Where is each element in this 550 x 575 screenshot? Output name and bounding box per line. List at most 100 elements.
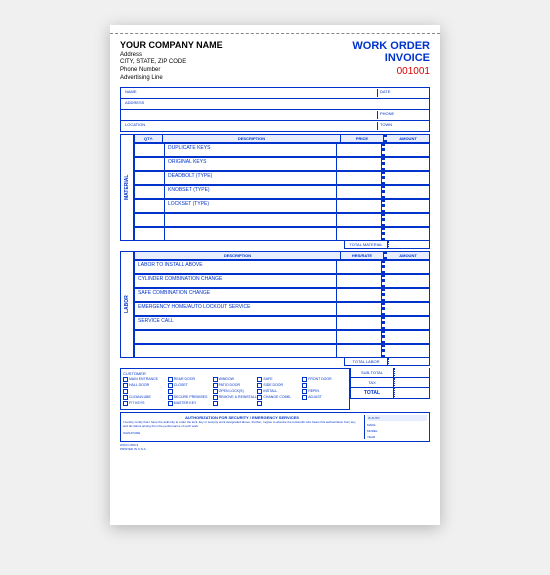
material-grid: MATERIAL QTY. DESCRIPTION PRICE AMOUNT D… <box>120 134 430 241</box>
checkbox-icon[interactable] <box>302 377 307 382</box>
printed-in: PRINTED IN U.S.A. <box>120 447 147 451</box>
labor-row[interactable]: EMERGENCY HOME/AUTO LOCKOUT SERVICE <box>134 302 430 316</box>
checkbox-item[interactable]: FRONT DOOR <box>302 377 347 382</box>
material-row[interactable]: LOCKSET (TYPE) <box>134 199 430 213</box>
labor-grid: LABOR DESCRIPTION HRS/RATE AMOUNT LABOR … <box>120 251 430 358</box>
phone-field[interactable]: PHONE <box>377 111 427 119</box>
checkbox-item[interactable]: SAFE <box>257 377 302 382</box>
checkbox-icon[interactable] <box>123 389 128 394</box>
ad-line: Advertising Line <box>120 75 223 83</box>
checkbox-icon[interactable] <box>302 395 307 400</box>
labor-row[interactable] <box>134 344 430 358</box>
order-number: 001001 <box>352 66 430 77</box>
checkbox-icon[interactable] <box>123 395 128 400</box>
total-value[interactable] <box>394 388 430 399</box>
header: YOUR COMPANY NAME Address CITY, STATE, Z… <box>120 40 430 83</box>
material-row[interactable] <box>134 213 430 227</box>
checkbox-icon[interactable] <box>213 395 218 400</box>
bottom-section: CUSTOMER MAIN ENTRANCEREAR DOORWINDOWSAF… <box>120 368 430 410</box>
checkbox-item[interactable]: WINDOW <box>213 377 258 382</box>
total-labor-label: TOTAL LABOR <box>344 358 388 366</box>
tax-value[interactable] <box>394 378 430 388</box>
checkbox-icon[interactable] <box>257 383 262 388</box>
checkbox-icon[interactable] <box>213 377 218 382</box>
checkbox-item[interactable] <box>257 401 302 406</box>
checkbox-item[interactable]: INSTALL <box>257 389 302 394</box>
checkbox-item[interactable] <box>213 401 258 406</box>
checkbox-item[interactable]: OPEN LOCK(S) <box>213 389 258 394</box>
checkbox-item[interactable]: HALL DOOR <box>123 383 168 388</box>
labor-row[interactable] <box>134 330 430 344</box>
col-desc: DESCRIPTION <box>163 134 341 143</box>
checkbox-icon[interactable] <box>302 383 307 388</box>
checkbox-item[interactable]: REAR DOOR <box>168 377 213 382</box>
checkbox-item[interactable]: REMOVE & REINSTALL <box>213 395 258 400</box>
checkbox-item[interactable] <box>168 389 213 394</box>
checkbox-item[interactable]: MASTER KEY <box>168 401 213 406</box>
labor-row[interactable]: SAFE COMBINATION CHANGE <box>134 288 430 302</box>
checkbox-item[interactable] <box>123 389 168 394</box>
checkbox-icon[interactable] <box>302 389 307 394</box>
checkbox-item[interactable]: CLEAN/LUBE <box>123 395 168 400</box>
checkbox-icon[interactable] <box>257 401 262 406</box>
checkbox-item[interactable]: MAIN ENTRANCE <box>123 377 168 382</box>
checkbox-icon[interactable] <box>257 377 262 382</box>
checkbox-item[interactable]: PATIO DOOR <box>213 383 258 388</box>
total-material-value[interactable] <box>388 241 430 249</box>
customer-fields: NAMEDATE ADDRESS PHONE LOCATIONTOWN <box>120 87 430 132</box>
checkbox-icon[interactable] <box>168 389 173 394</box>
wo-title-2: INVOICE <box>352 52 430 64</box>
checkbox-item[interactable]: REPIN <box>302 389 347 394</box>
total-material-label: TOTAL MATERIAL <box>344 241 388 249</box>
year-field[interactable]: YEAR <box>367 435 427 439</box>
checkbox-icon[interactable] <box>257 389 262 394</box>
checkbox-icon[interactable] <box>123 377 128 382</box>
town-field[interactable]: TOWN <box>377 122 427 130</box>
labor-tab: LABOR <box>120 251 134 358</box>
perforation <box>110 25 440 34</box>
checkbox-item[interactable] <box>302 383 347 388</box>
location-field[interactable]: LOCATION <box>123 122 377 130</box>
auth-text: I hereby certify that I have the authori… <box>123 420 361 428</box>
checkbox-icon[interactable] <box>168 377 173 382</box>
checkbox-icon[interactable] <box>168 383 173 388</box>
checkbox-icon[interactable] <box>257 395 262 400</box>
checkbox-item[interactable]: SIDE DOOR <box>257 383 302 388</box>
checkbox-item[interactable]: FIT KEYS <box>123 401 168 406</box>
col-price: PRICE <box>341 134 384 143</box>
labor-row[interactable]: SERVICE CALL <box>134 316 430 330</box>
checkbox-item[interactable]: ADJUST <box>302 395 347 400</box>
checkbox-item[interactable]: CHANGE COMB. <box>257 395 302 400</box>
if-auto-label: IF AUTO <box>367 415 427 421</box>
checkbox-icon[interactable] <box>213 401 218 406</box>
signature-line[interactable]: SIGNATURE <box>123 431 361 435</box>
labor-row[interactable]: CYLINDER COMBINATION CHANGE <box>134 274 430 288</box>
material-row[interactable]: ORIGINAL KEYS <box>134 157 430 171</box>
model-field[interactable]: MODEL <box>367 429 427 433</box>
phone: Phone Number <box>120 67 223 75</box>
checkbox-icon[interactable] <box>213 389 218 394</box>
checkbox-item[interactable]: CLOSET <box>168 383 213 388</box>
material-tab: MATERIAL <box>120 134 134 241</box>
company-name: YOUR COMPANY NAME <box>120 40 223 52</box>
name-field[interactable]: NAME <box>123 89 377 97</box>
subtotal-label: SUB-TOTAL <box>350 368 394 378</box>
checkbox-icon[interactable] <box>123 383 128 388</box>
wo-title-1: WORK ORDER <box>352 40 430 52</box>
date-field[interactable]: DATE <box>377 89 427 97</box>
make-field[interactable]: MAKE <box>367 423 427 427</box>
labor-row[interactable]: LABOR TO INSTALL ABOVE <box>134 260 430 274</box>
material-row[interactable]: DUPLICATE KEYS <box>134 143 430 157</box>
address-field[interactable]: ADDRESS <box>123 100 427 108</box>
address-field-2[interactable] <box>123 111 377 119</box>
subtotal-value[interactable] <box>394 368 430 378</box>
checkbox-icon[interactable] <box>123 401 128 406</box>
checkbox-item[interactable]: SECURE PREMISES <box>168 395 213 400</box>
material-row[interactable]: KNOBSET (TYPE) <box>134 185 430 199</box>
checkbox-icon[interactable] <box>168 401 173 406</box>
material-row[interactable] <box>134 227 430 241</box>
total-labor-value[interactable] <box>388 358 430 366</box>
material-row[interactable]: DEADBOLT (TYPE) <box>134 171 430 185</box>
checkbox-icon[interactable] <box>213 383 218 388</box>
checkbox-icon[interactable] <box>168 395 173 400</box>
